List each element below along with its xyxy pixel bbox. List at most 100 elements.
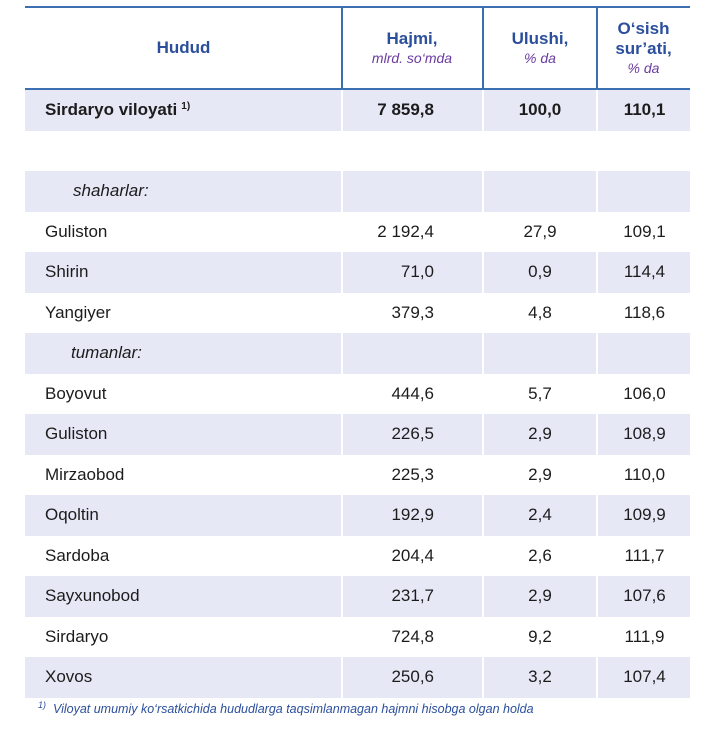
table-header: Hudud Hajmi, mlrd. so‘mda Ulushi, % da O…: [25, 6, 690, 90]
region-volume: 225,3: [342, 455, 482, 496]
column-separator: [596, 333, 598, 374]
total-region-name: Sirdaryo viloyati 1): [45, 90, 335, 131]
region-share-text: 2,9: [528, 464, 552, 484]
total-growth: 110,1: [597, 90, 690, 131]
column-separator: [596, 292, 598, 333]
region-share-text: 4,8: [528, 302, 552, 322]
region-share: 2,9: [483, 576, 597, 617]
column-separator: [482, 576, 484, 617]
table-row: Oqoltin 192,9 2,4 109,9: [25, 495, 690, 536]
column-separator: [596, 252, 598, 293]
header-divider: [482, 8, 484, 88]
region-growth-text: 109,9: [623, 505, 666, 525]
column-separator: [341, 292, 343, 333]
region-share-text: 2,4: [528, 505, 552, 525]
region-growth-text: 110,0: [623, 464, 666, 484]
region-share-text: 27,9: [523, 221, 557, 241]
column-separator: [596, 130, 598, 171]
region-growth: 114,4: [597, 252, 690, 293]
column-separator: [482, 454, 484, 495]
table-row: Yangiyer 379,3 4,8 118,6: [25, 292, 690, 334]
header-region-label: Hudud: [156, 38, 211, 57]
region-growth-text: 114,4: [623, 262, 666, 282]
region-volume: 192,9: [342, 495, 482, 536]
table-row: Sirdaryo 724,8 9,2 111,9: [25, 616, 690, 658]
header-growth-unit: % da: [627, 60, 660, 76]
column-separator: [341, 90, 343, 131]
region-volume: 444,6: [342, 374, 482, 415]
region-growth: 106,0: [597, 374, 690, 415]
region-volume-text: 192,9: [391, 505, 434, 525]
group-label-districts: tumanlar:: [71, 333, 361, 374]
column-separator: [596, 454, 598, 495]
region-share: 3,2: [483, 657, 597, 698]
region-volume-text: 231,7: [391, 586, 434, 606]
header-share-unit: % da: [524, 50, 556, 66]
column-separator: [482, 495, 484, 536]
column-separator: [341, 454, 343, 495]
region-share: 2,4: [483, 495, 597, 536]
region-volume: 71,0: [342, 252, 482, 293]
region-volume-text: 226,5: [391, 424, 434, 444]
column-separator: [596, 657, 598, 698]
footnote-mark: 1): [38, 700, 47, 710]
region-volume: 250,6: [342, 657, 482, 698]
region-name: Sayxunobod: [45, 576, 335, 617]
column-separator: [596, 211, 598, 252]
total-share: 100,0: [483, 90, 597, 131]
region-share: 2,9: [483, 455, 597, 496]
region-name: Guliston: [45, 212, 335, 253]
total-row: Sirdaryo viloyati 1) 7 859,8 100,0 110,1: [25, 90, 690, 131]
column-separator: [341, 535, 343, 576]
region-growth-text: 111,7: [624, 545, 665, 565]
region-share-text: 9,2: [528, 626, 552, 646]
region-name: Yangiyer: [45, 293, 335, 334]
column-separator: [341, 252, 343, 293]
column-separator: [482, 616, 484, 657]
region-volume-text: 724,8: [391, 626, 434, 646]
column-separator: [482, 130, 484, 171]
region-share: 9,2: [483, 617, 597, 658]
region-name-text: Oqoltin: [45, 505, 99, 525]
region-name-text: Sardoba: [45, 545, 110, 565]
region-volume-text: 379,3: [391, 302, 434, 322]
group-label-cities: shaharlar:: [73, 171, 363, 212]
table-row: Shirin 71,0 0,9 114,4: [25, 252, 690, 293]
region-share-text: 2,6: [528, 545, 552, 565]
total-region-name-text: Sirdaryo viloyati: [45, 100, 178, 120]
table-row: Sardoba 204,4 2,6 111,7: [25, 535, 690, 576]
column-separator: [482, 535, 484, 576]
column-separator: [341, 211, 343, 252]
table-row: Boyovut 444,6 5,7 106,0: [25, 373, 690, 415]
region-growth-text: 118,6: [623, 302, 666, 322]
header-region: Hudud: [25, 8, 342, 88]
region-growth: 107,4: [597, 657, 690, 698]
header-growth-label-1: O‘sish: [617, 19, 670, 38]
region-growth: 118,6: [597, 293, 690, 334]
footnote: 1) Viloyat umumiy ko‘rsatkichida hududla…: [38, 696, 598, 719]
region-share-text: 2,9: [528, 586, 552, 606]
region-volume-text: 225,3: [391, 464, 434, 484]
region-name-text: Yangiyer: [45, 302, 111, 322]
region-growth-text: 106,0: [623, 383, 666, 403]
region-growth-text: 108,9: [623, 424, 666, 444]
region-growth-text: 109,1: [623, 221, 666, 241]
data-table: Hudud Hajmi, mlrd. so‘mda Ulushi, % da O…: [25, 6, 690, 698]
region-growth: 108,9: [597, 414, 690, 455]
column-separator: [341, 495, 343, 536]
column-separator: [482, 292, 484, 333]
spacer-row: [25, 130, 690, 171]
header-growth: O‘sish sur’ati, % da: [597, 8, 690, 88]
group-label-districts-text: tumanlar:: [71, 343, 142, 363]
column-separator: [341, 333, 343, 374]
header-share-label: Ulushi,: [511, 29, 569, 48]
column-separator: [482, 414, 484, 455]
region-growth-text: 107,6: [623, 586, 666, 606]
column-separator: [482, 657, 484, 698]
region-volume: 724,8: [342, 617, 482, 658]
region-name: Sirdaryo: [45, 617, 335, 658]
group-label-cities-text: shaharlar:: [73, 181, 149, 201]
column-separator: [482, 252, 484, 293]
region-share: 2,9: [483, 414, 597, 455]
region-name-text: Guliston: [45, 424, 108, 444]
